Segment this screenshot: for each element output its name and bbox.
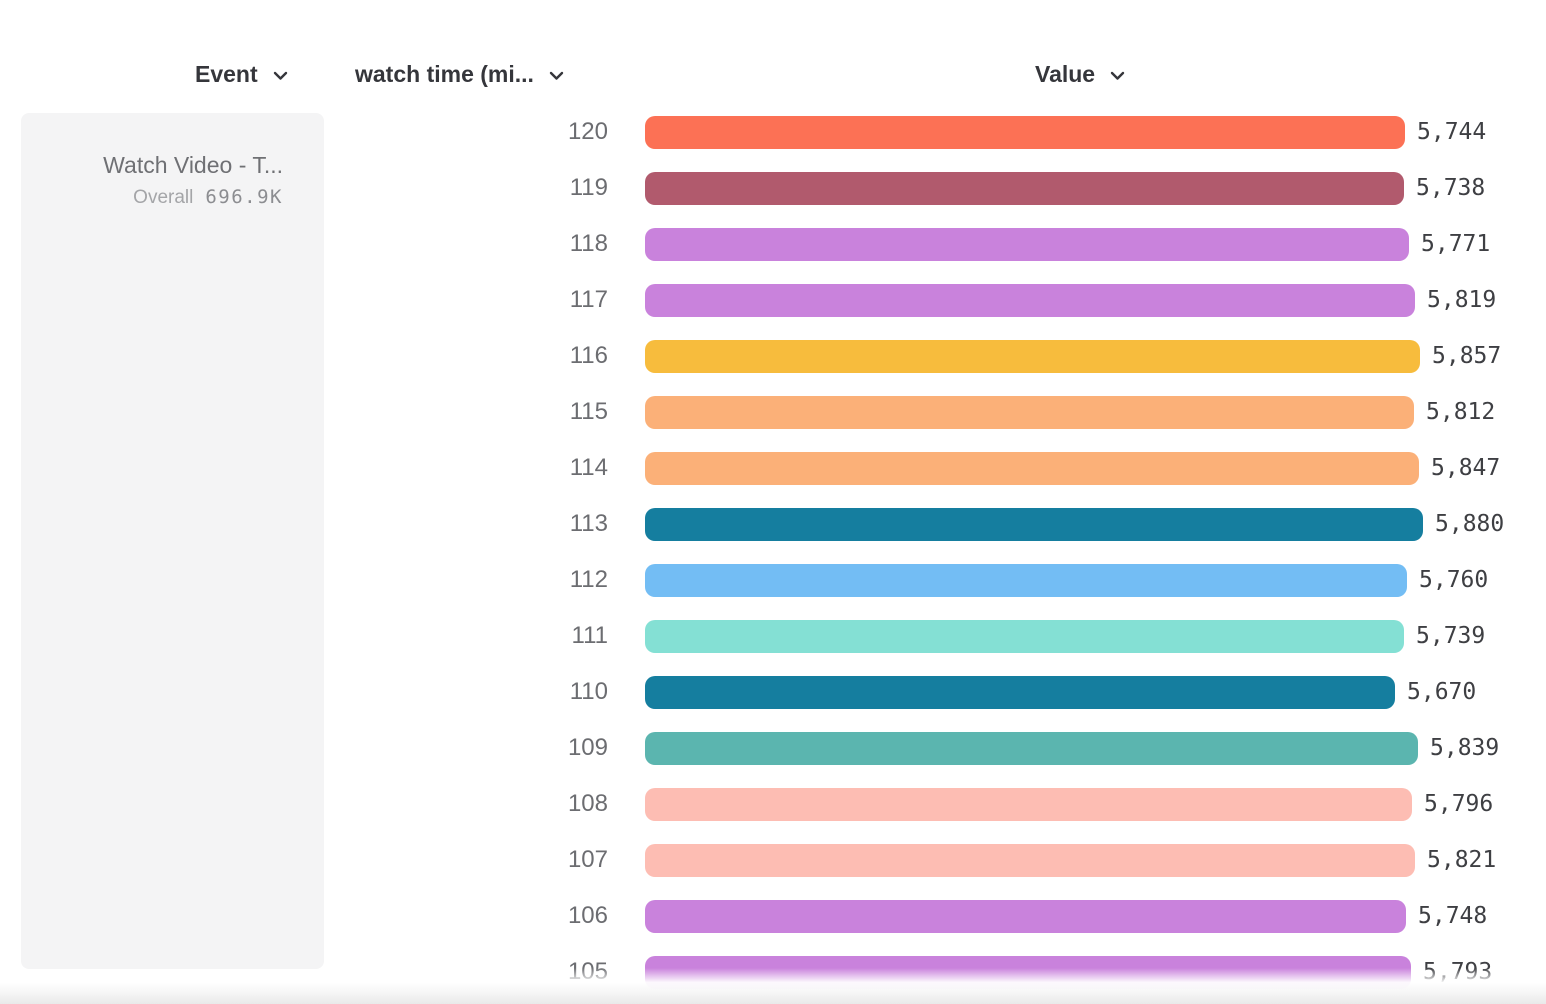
event-column-header[interactable]: Event: [195, 59, 288, 89]
watch-time-label: 118: [569, 230, 608, 257]
bar-row: 113 5,880: [0, 507, 1546, 541]
watch-time-label: 117: [569, 286, 608, 313]
value-label: 5,857: [1432, 343, 1502, 369]
value-column-header[interactable]: Value: [1035, 59, 1125, 89]
value-bar[interactable]: [645, 451, 1419, 485]
watch-time-label: 109: [567, 734, 608, 761]
watch-time-label: 114: [569, 454, 608, 481]
bar-row: 110 5,670: [0, 675, 1546, 709]
event-overall-row: Overall 696.9K: [41, 186, 283, 209]
value-bar[interactable]: [645, 675, 1395, 709]
watch-time-label: 107: [567, 846, 608, 873]
watch-time-label: 119: [569, 174, 608, 201]
value-label: 5,670: [1407, 679, 1477, 705]
bar-row: 112 5,760: [0, 563, 1546, 597]
value-bar[interactable]: [645, 563, 1407, 597]
value-bar[interactable]: [645, 899, 1406, 933]
watch-time-column-header[interactable]: watch time (mi...: [355, 59, 564, 89]
watch-time-label: 112: [569, 566, 608, 593]
watch-time-label: 115: [569, 398, 608, 425]
chevron-down-icon: [1110, 71, 1125, 81]
value-bar[interactable]: [645, 115, 1405, 149]
value-label: 5,812: [1426, 399, 1496, 425]
value-bar[interactable]: [645, 787, 1412, 821]
overall-label: Overall: [133, 187, 194, 208]
value-bar[interactable]: [645, 171, 1404, 205]
bar-row: 114 5,847: [0, 451, 1546, 485]
bar-row: 118 5,771: [0, 227, 1546, 261]
value-label: 5,744: [1417, 119, 1487, 145]
value-column-label: Value: [1035, 60, 1096, 87]
event-name: Watch Video - T...: [103, 152, 283, 178]
value-label: 5,819: [1427, 287, 1497, 313]
value-bar[interactable]: [645, 339, 1420, 373]
value-label: 5,821: [1427, 847, 1497, 873]
bar-row: 120 5,744: [0, 115, 1546, 149]
watch-time-label: 106: [567, 902, 608, 929]
value-label: 5,738: [1416, 175, 1486, 201]
bar-row: 119 5,738: [0, 171, 1546, 205]
bar-row: 107 5,821: [0, 843, 1546, 877]
watch-time-label: 108: [567, 790, 608, 817]
value-label: 5,880: [1435, 511, 1505, 537]
value-bar[interactable]: [645, 619, 1404, 653]
value-bar[interactable]: [645, 731, 1418, 765]
watch-time-column-label: watch time (mi...: [355, 60, 534, 87]
bar-row: 108 5,796: [0, 787, 1546, 821]
value-label: 5,748: [1418, 903, 1488, 929]
value-label: 5,796: [1424, 791, 1494, 817]
chevron-down-icon: [273, 71, 288, 81]
value-bar[interactable]: [645, 395, 1414, 429]
bar-row: 115 5,812: [0, 395, 1546, 429]
event-column-label: Event: [195, 60, 258, 87]
bar-row: 111 5,739: [0, 619, 1546, 653]
bar-row: 117 5,819: [0, 283, 1546, 317]
bar-row: 109 5,839: [0, 731, 1546, 765]
value-label: 5,739: [1416, 623, 1486, 649]
chevron-down-icon: [549, 71, 564, 81]
value-bar[interactable]: [645, 227, 1409, 261]
watch-time-label: 120: [567, 118, 608, 145]
overall-value: 696.9K: [205, 186, 283, 208]
value-bar[interactable]: [645, 843, 1415, 877]
watch-time-label: 116: [569, 342, 608, 369]
bar-row: 116 5,857: [0, 339, 1546, 373]
value-bar[interactable]: [645, 283, 1415, 317]
watch-time-label: 113: [569, 510, 608, 537]
value-label: 5,839: [1430, 735, 1500, 761]
value-label: 5,847: [1431, 455, 1501, 481]
watch-time-label: 111: [571, 622, 608, 649]
value-label: 5,760: [1419, 567, 1489, 593]
bottom-scroll-fade: [0, 968, 1546, 1004]
value-label: 5,771: [1421, 231, 1491, 257]
event-legend-card[interactable]: Watch Video - T... Overall 696.9K: [21, 113, 324, 969]
value-bar[interactable]: [645, 507, 1423, 541]
watch-time-label: 110: [569, 678, 608, 705]
bar-row: 106 5,748: [0, 899, 1546, 933]
